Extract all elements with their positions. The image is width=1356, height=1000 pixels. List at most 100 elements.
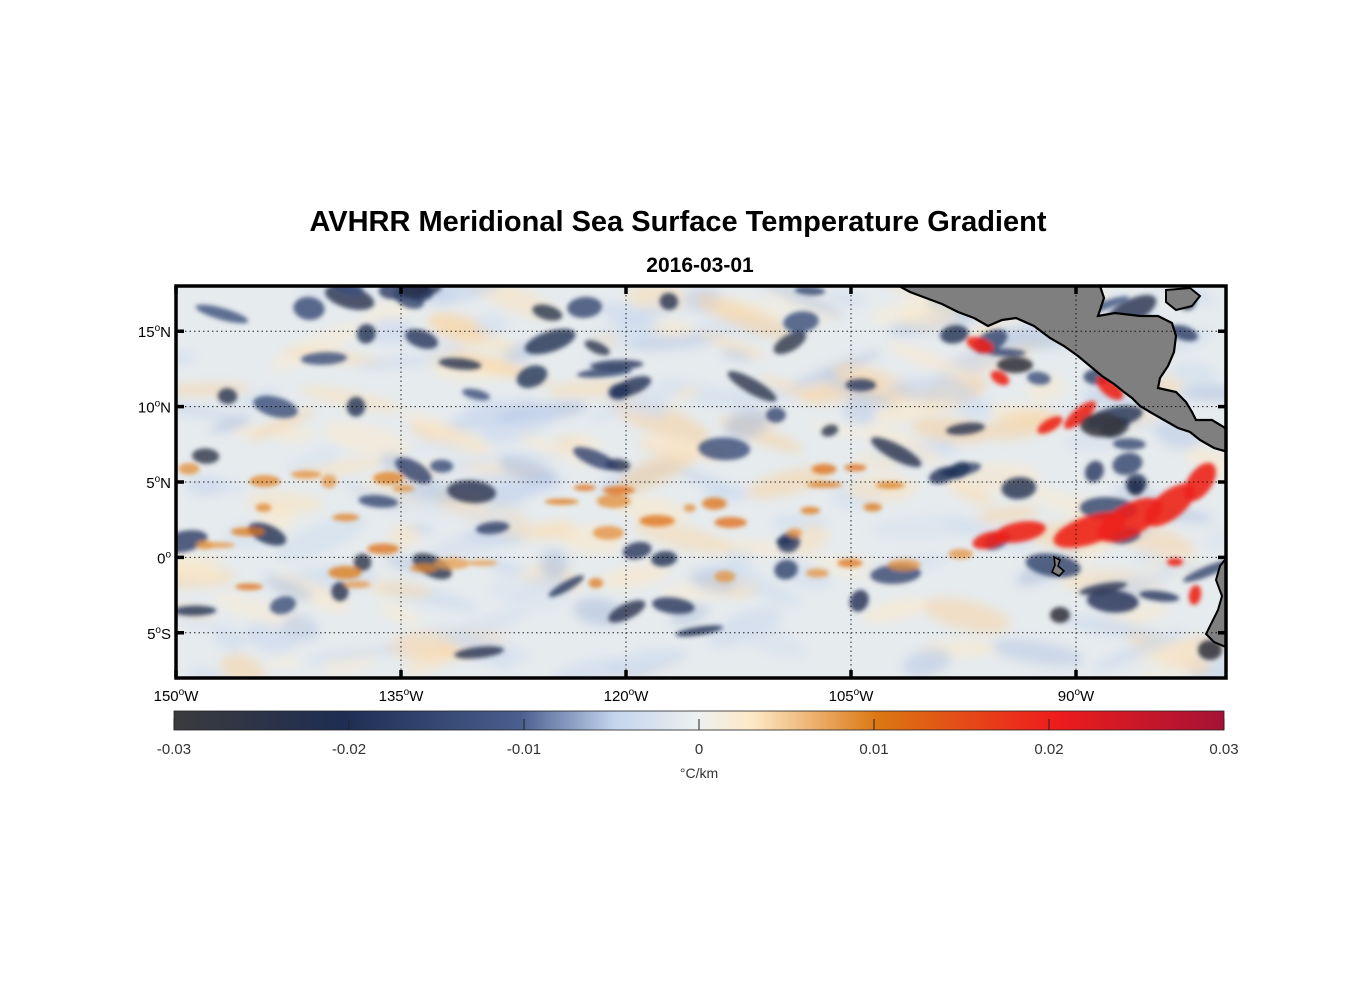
negative-gradient-eddy [1112, 452, 1143, 476]
negative-gradient-eddy [1084, 460, 1104, 483]
field-patch [176, 610, 248, 638]
colorbar-tick-label: 0 [695, 741, 703, 758]
negative-gradient-eddy [651, 550, 678, 567]
field-patch [176, 551, 225, 582]
positive-gradient-feature [639, 515, 675, 527]
negative-gradient-eddy [608, 600, 646, 623]
positive-gradient-feature [592, 525, 624, 540]
negative-gradient-eddy [849, 589, 869, 612]
field-patch [389, 524, 421, 548]
positive-gradient-feature [702, 497, 727, 510]
latitude-labels: 15oN 10oN 5oN 0o 5oS [138, 323, 172, 643]
latitude-label: 5oN [146, 474, 171, 492]
field-patch [245, 623, 297, 653]
field-patch [1019, 483, 1094, 519]
positive-gradient-feature [199, 541, 236, 549]
negative-gradient-eddy [331, 581, 349, 602]
field-patch [590, 407, 622, 422]
negative-gradient-eddy [659, 292, 679, 311]
positive-gradient-feature [714, 516, 747, 528]
field-patch [539, 549, 569, 579]
field-patch [651, 320, 693, 337]
negative-gradient-eddy [622, 541, 652, 560]
field-patch [889, 377, 974, 403]
negative-gradient-eddy [821, 424, 839, 437]
field-patch [263, 575, 313, 601]
negative-gradient-eddy [945, 422, 985, 435]
negative-gradient-eddy [567, 296, 603, 318]
positive-gradient-feature [806, 481, 843, 488]
strong-positive-front [1167, 558, 1183, 566]
positive-gradient-feature [596, 494, 631, 509]
field-patch [758, 375, 828, 404]
negative-gradient-eddy [584, 340, 610, 356]
field-patch [633, 520, 734, 555]
field-patch [481, 404, 560, 444]
field-patch [600, 563, 670, 589]
latitude-label: 5oS [147, 625, 171, 643]
longitude-label: 150oW [154, 687, 200, 705]
negative-gradient-eddy [773, 331, 807, 355]
positive-gradient-feature [805, 568, 829, 578]
negative-gradient-eddy [462, 388, 491, 401]
positive-gradient-feature [178, 463, 200, 475]
field-patch [1170, 362, 1219, 386]
negative-gradient-eddy [270, 596, 296, 615]
negative-gradient-eddy [948, 461, 971, 479]
field-patch [751, 286, 844, 318]
negative-gradient-eddy [940, 325, 969, 344]
negative-gradient-eddy [356, 324, 376, 344]
positive-gradient-feature [844, 464, 867, 472]
field-patch [862, 425, 944, 465]
field-patch [899, 304, 959, 328]
negative-gradient-eddy [590, 359, 644, 371]
central-america-land [898, 286, 1226, 453]
negative-gradient-eddy [675, 625, 723, 637]
strong-positive-front [966, 336, 994, 354]
negative-gradient-eddy [401, 286, 431, 298]
negative-gradient-eddy [610, 376, 652, 398]
field-patch [699, 331, 767, 359]
strong-positive-front [1096, 376, 1124, 400]
strong-positive-front [990, 370, 1010, 386]
field-patch [192, 478, 248, 493]
field-patch [403, 411, 496, 456]
positive-gradient-feature [410, 563, 438, 573]
field-patch [377, 602, 421, 625]
field-patch [347, 483, 450, 517]
negative-gradient-eddy [548, 575, 584, 598]
negative-gradient-eddy [783, 311, 819, 333]
colorbar-tick-label: 0.02 [1034, 741, 1063, 758]
negative-gradient-eddy [1086, 589, 1139, 613]
positive-gradient-feature [249, 475, 281, 488]
field-patch [423, 286, 502, 303]
field-patch [672, 386, 702, 401]
field-patch [694, 294, 791, 339]
positive-gradient-feature [811, 463, 837, 475]
colorbar-ticks: -0.03 -0.02 -0.01 0 0.01 0.02 0.03 [157, 719, 1239, 758]
positive-gradient-feature [291, 470, 322, 479]
field-patch [550, 658, 625, 678]
field-patch [428, 312, 489, 343]
field-patch [1185, 448, 1226, 487]
field-patch [1133, 664, 1190, 678]
field-patch [625, 645, 679, 664]
negative-gradient-eddy [516, 365, 548, 388]
negative-gradient-eddy [438, 357, 482, 370]
strong-negative-core [1080, 413, 1124, 437]
field-patch [266, 656, 302, 670]
negative-gradient-eddy [774, 559, 798, 580]
negative-gradient-eddy [985, 348, 1026, 357]
field-patch [282, 613, 319, 642]
positive-gradient-feature [255, 503, 272, 512]
positive-gradient-feature [714, 570, 736, 583]
negative-gradient-eddy [429, 459, 454, 473]
strong-positive-front [1184, 462, 1216, 502]
field-patch [591, 333, 621, 345]
negative-gradient-eddy [573, 446, 618, 471]
negative-gradient-eddy [217, 388, 238, 405]
field-patch [248, 408, 316, 440]
negative-gradient-eddy [1025, 553, 1081, 578]
field-patch [1092, 630, 1187, 672]
yucatan-land [1165, 286, 1202, 312]
